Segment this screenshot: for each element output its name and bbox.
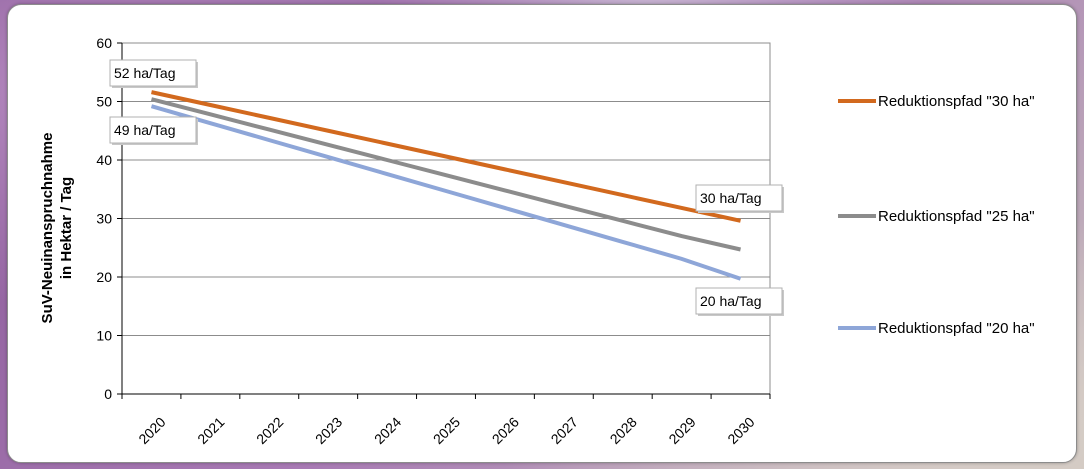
- y-tick-label: 30: [96, 211, 112, 227]
- x-tick-label: 2020: [135, 414, 168, 447]
- data-callout-label: 30 ha/Tag: [700, 190, 762, 206]
- y-tick-label: 10: [96, 328, 112, 344]
- series-line-2: [151, 99, 740, 249]
- x-tick-label: 2026: [489, 414, 522, 447]
- data-callout-label: 52 ha/Tag: [114, 65, 176, 81]
- legend-label: Reduktionspfad "25 ha": [878, 208, 1035, 225]
- legend-label: Reduktionspfad "30 ha": [878, 93, 1035, 110]
- y-tick-label: 50: [96, 94, 112, 110]
- x-tick-label: 2027: [548, 414, 581, 447]
- series-line-1: [151, 92, 740, 221]
- y-tick-label: 0: [104, 386, 112, 402]
- y-axis-label-line2: in Hektar / Tag: [58, 177, 75, 279]
- x-tick-label: 2029: [665, 414, 698, 447]
- y-tick-label: 40: [96, 152, 112, 168]
- x-tick-label: 2024: [371, 414, 404, 447]
- x-tick-label: 2022: [253, 414, 286, 447]
- legend-label: Reduktionspfad "20 ha": [878, 320, 1035, 337]
- data-callout-label: 49 ha/Tag: [114, 122, 176, 138]
- x-tick-label: 2030: [724, 414, 757, 447]
- series-line-3: [151, 106, 740, 279]
- y-tick-label: 60: [96, 35, 112, 51]
- x-tick-label: 2021: [194, 414, 227, 447]
- x-tick-label: 2025: [430, 414, 463, 447]
- data-callout-label: 20 ha/Tag: [700, 293, 762, 309]
- x-tick-label: 2023: [312, 414, 345, 447]
- y-tick-label: 20: [96, 269, 112, 285]
- x-tick-label: 2028: [607, 414, 640, 447]
- y-axis-label-line1: SuV-Neuinanspruchnahme: [39, 133, 56, 324]
